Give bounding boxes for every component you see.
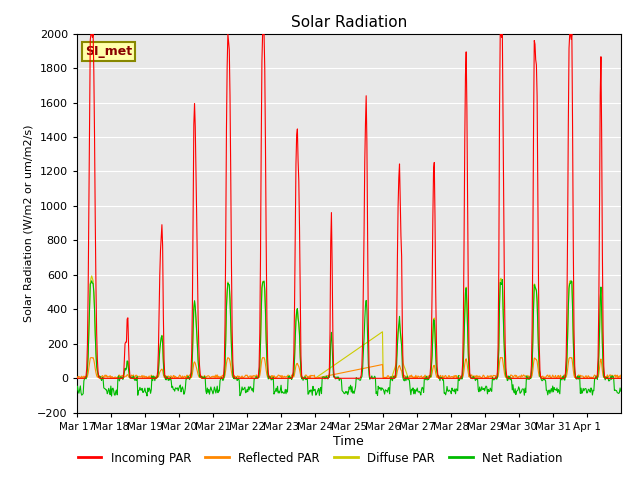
X-axis label: Time: Time	[333, 434, 364, 448]
Legend: Incoming PAR, Reflected PAR, Diffuse PAR, Net Radiation: Incoming PAR, Reflected PAR, Diffuse PAR…	[73, 447, 567, 469]
Y-axis label: Solar Radiation (W/m2 or um/m2/s): Solar Radiation (W/m2 or um/m2/s)	[23, 124, 33, 322]
Title: Solar Radiation: Solar Radiation	[291, 15, 407, 30]
Text: SI_met: SI_met	[85, 45, 132, 58]
